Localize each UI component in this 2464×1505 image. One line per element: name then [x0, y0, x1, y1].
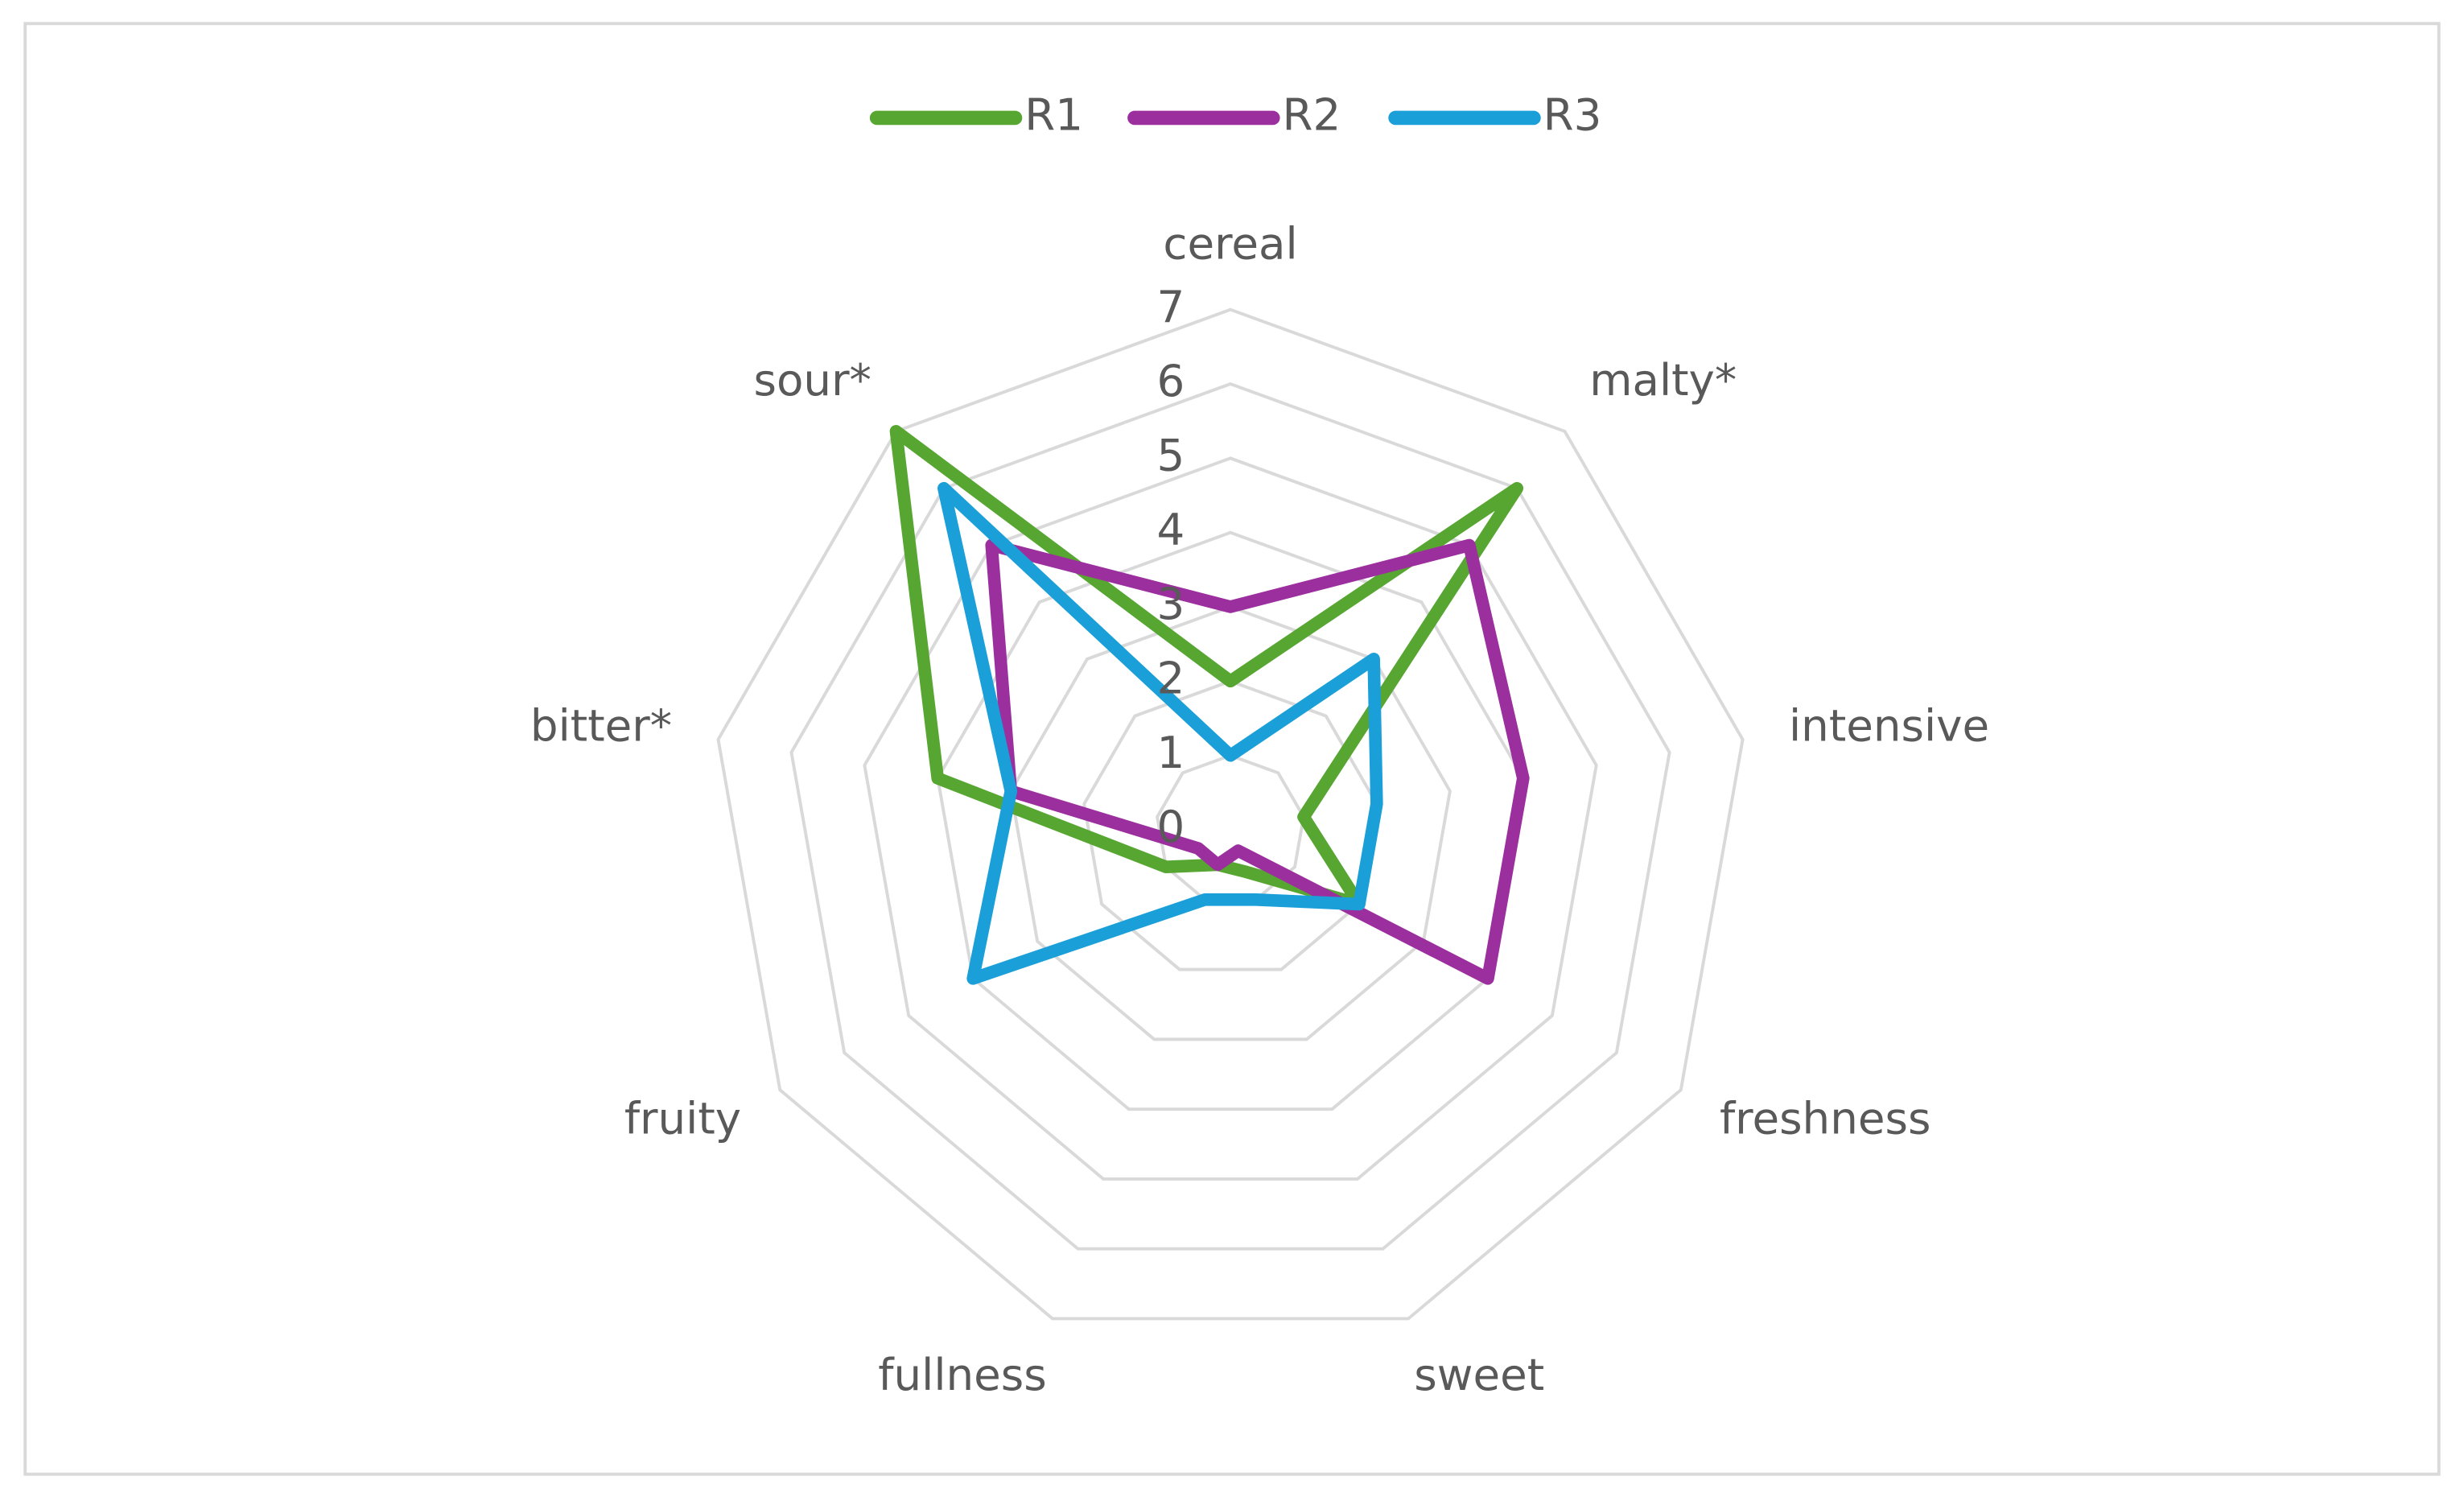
category-label: intensive [1789, 699, 1989, 751]
category-label: bitter* [530, 699, 672, 751]
category-label: malty* [1589, 354, 1737, 406]
series-line [985, 538, 1530, 985]
legend: R1 R2 R3 [869, 89, 1602, 141]
y-tick-label: 5 [1156, 430, 1185, 481]
y-tick-label: 7 [1156, 281, 1185, 332]
y-tick-label: 6 [1156, 355, 1185, 406]
category-label: fullness [878, 1349, 1046, 1400]
labels: 0 1 2 3 4 5 6 7 cereal malty* intensive freshness sw… [530, 218, 1989, 1400]
series-line [937, 481, 1383, 985]
grid-line [789, 381, 1671, 1251]
grid-line [716, 307, 1745, 1321]
category-label: sweet [1414, 1349, 1544, 1400]
y-tick-label: 1 [1156, 727, 1185, 778]
legend-label: R2 [1282, 89, 1341, 141]
category-label: fruity [624, 1092, 741, 1144]
plot-area [889, 425, 1530, 985]
legend-label: R1 [1024, 89, 1083, 141]
y-tick-label: 0 [1156, 801, 1185, 852]
category-label: sour* [754, 354, 871, 406]
category-label: cereal [1163, 218, 1297, 270]
legend-label: R3 [1543, 89, 1602, 141]
grid-line [1009, 604, 1452, 1041]
category-label: freshness [1720, 1092, 1930, 1144]
y-tick-label: 4 [1156, 504, 1185, 555]
y-tick-label: 3 [1156, 578, 1185, 629]
grid [716, 307, 1745, 1321]
y-tick-label: 2 [1156, 653, 1185, 704]
series-line [889, 425, 1524, 911]
grid-line [1082, 679, 1378, 971]
